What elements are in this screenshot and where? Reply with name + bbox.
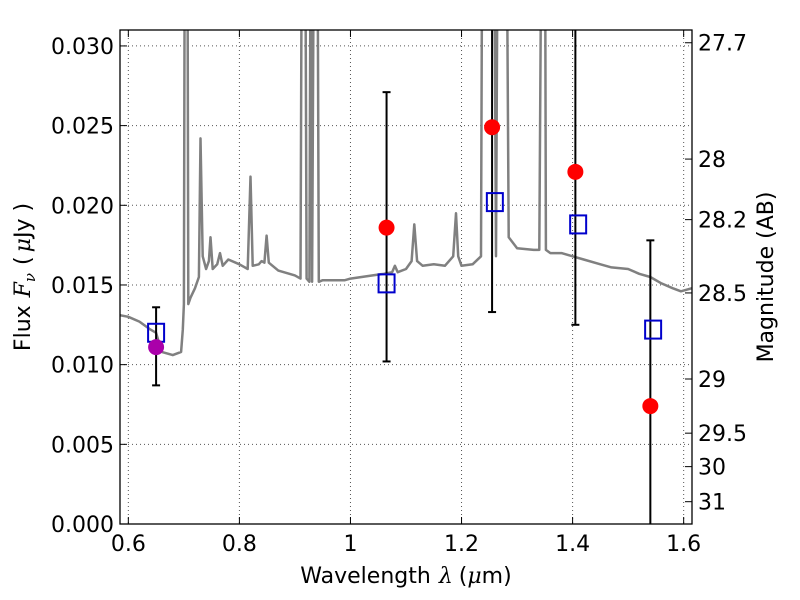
y-tick-label: 0.010 bbox=[51, 354, 114, 379]
y-tick-label: 0.025 bbox=[51, 115, 114, 140]
grid bbox=[120, 30, 692, 524]
x-tick-label: 1.4 bbox=[555, 532, 590, 557]
y2-tick-label: 28.2 bbox=[698, 209, 747, 234]
y2-tick-label: 29 bbox=[698, 368, 726, 393]
observed-point bbox=[148, 339, 165, 356]
y2-tick-label: 27.7 bbox=[698, 32, 747, 57]
plot-frame bbox=[119, 29, 693, 525]
y2-tick-label: 28.5 bbox=[698, 282, 747, 307]
spectrum-layer bbox=[120, 30, 692, 357]
model-point bbox=[644, 319, 663, 340]
observed-point bbox=[378, 219, 395, 236]
x-tick-label: 0.6 bbox=[111, 532, 146, 557]
model-points-layer bbox=[147, 192, 663, 343]
observed-point bbox=[567, 163, 584, 180]
y-axis-title: FluxFν(μJy ) bbox=[11, 203, 39, 351]
model-point bbox=[569, 214, 588, 235]
y-tick-label: 0.005 bbox=[51, 433, 114, 458]
y2-tick-label: 31 bbox=[698, 491, 726, 516]
y-tick-label: 0.020 bbox=[51, 194, 114, 219]
observed-point bbox=[642, 398, 659, 415]
observed-point bbox=[484, 119, 501, 136]
model-point bbox=[485, 192, 504, 213]
y-tick-label: 0.030 bbox=[51, 35, 114, 60]
y2-tick-label: 30 bbox=[698, 456, 726, 481]
observed-points-layer bbox=[148, 119, 659, 415]
x-tick-label: 1.6 bbox=[666, 532, 701, 557]
y2-tick-label: 29.5 bbox=[698, 422, 747, 447]
y-tick-label: 0.015 bbox=[51, 274, 114, 299]
spectrum-line bbox=[120, 30, 692, 357]
y2-tick-label: 28 bbox=[698, 148, 726, 173]
x-tick-label: 1.2 bbox=[444, 532, 479, 557]
ticks: 0.6 0.8 1 1.2 1.4 1.6 0.000 0.005 0.010 0.015 0.02… bbox=[51, 30, 747, 557]
x-tick-label: 0.8 bbox=[222, 532, 257, 557]
x-axis-title: Wavelength λ (μm) bbox=[300, 564, 511, 589]
model-point bbox=[377, 273, 396, 294]
y2-axis-title: Magnitude (AB) bbox=[754, 192, 779, 363]
x-tick-label: 1 bbox=[343, 532, 357, 557]
y-tick-label: 0.000 bbox=[51, 513, 114, 538]
